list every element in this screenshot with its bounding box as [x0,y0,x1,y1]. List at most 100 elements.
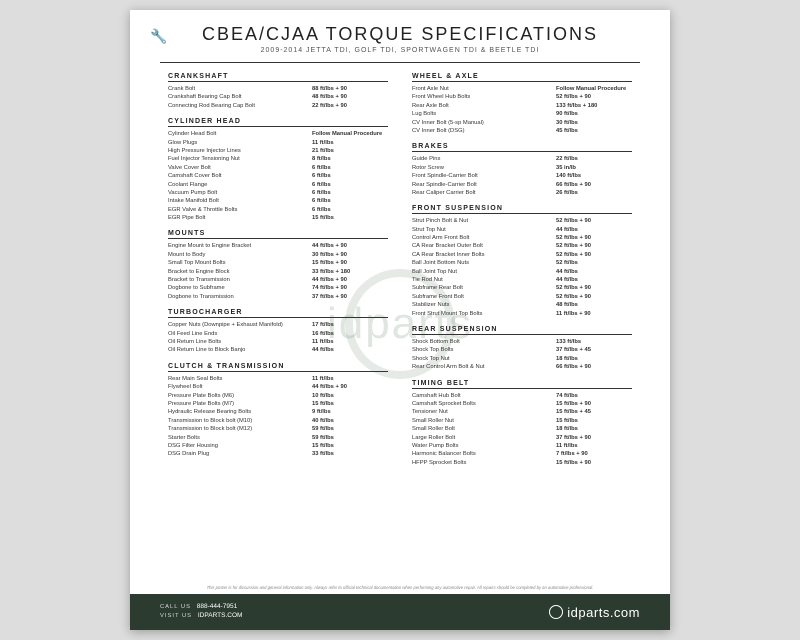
left-column: CRANKSHAFTCrank Bolt88 ft/lbs + 90Cranks… [168,73,388,581]
spec-value: 40 ft/lbs [312,417,388,425]
spec-value: 15 ft/lbs + 90 [556,400,632,408]
spec-label: Pressure Plate Bolts (M6) [168,392,312,400]
spec-value: 44 ft/lbs [312,346,388,354]
spec-label: Oil Feed Line Ends [168,330,312,338]
spec-label: Subframe Front Bolt [412,293,556,301]
spec-row: Water Pump Bolts11 ft/lbs [412,442,632,450]
spec-row: CA Rear Bracket Inner Bolts52 ft/lbs + 9… [412,251,632,259]
section-title: CRANKSHAFT [168,73,388,82]
spec-label: Copper Nuts (Downpipe + Exhaust Manifold… [168,321,312,329]
spec-value: 66 ft/lbs + 90 [556,363,632,371]
spec-row: Small Roller Nut15 ft/lbs [412,417,632,425]
spec-value: 26 ft/lbs [556,189,632,197]
spec-section: FRONT SUSPENSIONStrut Pinch Bolt & Nut52… [412,205,632,318]
spec-row: Lug Bolts90 ft/lbs [412,110,632,118]
spec-row: CV Inner Bolt (DSG)45 ft/lbs [412,127,632,135]
spec-row: EGR Valve & Throttle Bolts6 ft/lbs [168,206,388,214]
spec-section: TIMING BELTCamshaft Hub Bolt74 ft/lbsCam… [412,380,632,468]
spec-value: 133 ft/lbs [556,338,632,346]
spec-sheet-page: 🔧 CBEA/CJAA TORQUE SPECIFICATIONS 2009-2… [130,10,670,630]
spec-value: 15 ft/lbs + 90 [312,259,388,267]
spec-label: Rear Main Seal Bolts [168,375,312,383]
spec-value: 59 ft/lbs [312,425,388,433]
section-title: WHEEL & AXLE [412,73,632,82]
spec-value: 6 ft/lbs [312,206,388,214]
spec-row: Strut Top Nut44 ft/lbs [412,226,632,234]
spec-section: TURBOCHARGERCopper Nuts (Downpipe + Exha… [168,309,388,355]
spec-label: Front Axle Nut [412,85,556,93]
section-title: CLUTCH & TRANSMISSION [168,363,388,372]
spec-label: Fuel Injector Tensioning Nut [168,155,312,163]
spec-label: Starter Bolts [168,434,312,442]
spec-row: Subframe Rear Bolt52 ft/lbs + 90 [412,284,632,292]
spec-label: Subframe Rear Bolt [412,284,556,292]
spec-row: Transmission to Block bolt (M12)59 ft/lb… [168,425,388,433]
spec-value: 11 ft/lbs [312,338,388,346]
spec-label: Dogbone to Subframe [168,284,312,292]
spec-label: Glow Plugs [168,139,312,147]
spec-row: Bracket to Engine Block33 ft/lbs + 180 [168,268,388,276]
spec-row: Camshaft Sprocket Bolts15 ft/lbs + 90 [412,400,632,408]
spec-label: Camshaft Sprocket Bolts [412,400,556,408]
brand-text: idparts.com [567,605,640,620]
spec-row: Pressure Plate Bolts (M6)10 ft/lbs [168,392,388,400]
spec-value: 6 ft/lbs [312,197,388,205]
phone-number: 888-444-7951 [197,603,237,610]
spec-label: Rear Caliper Carrier Bolt [412,189,556,197]
spec-row: Flywheel Bolt44 ft/lbs + 90 [168,383,388,391]
spec-section: CLUTCH & TRANSMISSION Rear Main Seal Bolt… [168,363,388,459]
spec-row: Front Strut Mount Top Bolts11 ft/lbs + 9… [412,310,632,318]
spec-label: CA Rear Bracket Inner Bolts [412,251,556,259]
spec-label: Water Pump Bolts [412,442,556,450]
spec-label: Camshaft Hub Bolt [412,392,556,400]
spec-section: CYLINDER HEADCylinder Head BoltFollow Ma… [168,118,388,222]
spec-row: Tie Rod Nut44 ft/lbs [412,276,632,284]
spec-value: Follow Manual Procedure [556,85,632,93]
spec-value: 44 ft/lbs [556,226,632,234]
spec-label: Small Top Mount Bolts [168,259,312,267]
spec-value: 11 ft/lbs [312,139,388,147]
spec-label: Camshaft Cover Bolt [168,172,312,180]
spec-row: Vacuum Pump Bolt6 ft/lbs [168,189,388,197]
spec-row: Mount to Body30 ft/lbs + 90 [168,251,388,259]
spec-row: CV Inner Bolt (5-sp Manual)30 ft/lbs [412,119,632,127]
spec-label: Shock Bottom Bolt [412,338,556,346]
section-title: TIMING BELT [412,380,632,389]
header: 🔧 CBEA/CJAA TORQUE SPECIFICATIONS 2009-2… [160,10,640,63]
spec-section: WHEEL & AXLE Front Axle NutFollow Manual … [412,73,632,135]
spec-row: Bracket to Transmission44 ft/lbs + 90 [168,276,388,284]
footer: CALL US 888-444-7951 VISIT US IDPARTS.CO… [130,594,670,630]
spec-row: Tensioner Nut15 ft/lbs + 45 [412,408,632,416]
spec-label: Large Roller Bolt [412,434,556,442]
spec-label: Bracket to Engine Block [168,268,312,276]
spec-value: 35 in/lb [556,164,632,172]
spec-label: Front Spindle-Carrier Bolt [412,172,556,180]
spec-row: CA Rear Bracket Outer Bolt52 ft/lbs + 90 [412,242,632,250]
spec-row: Front Wheel Hub Bolts52 ft/lbs + 90 [412,93,632,101]
spec-value: 15 ft/lbs + 45 [556,408,632,416]
spec-value: 16 ft/lbs [312,330,388,338]
spec-row: Valve Cover Bolt6 ft/lbs [168,164,388,172]
spec-label: Ball Joint Bottom Nuts [412,259,556,267]
spec-row: Stabilizer Nuts48 ft/lbs [412,301,632,309]
spec-label: Oil Return Line to Block Banjo [168,346,312,354]
spec-value: 52 ft/lbs + 90 [556,293,632,301]
section-title: MOUNTS [168,230,388,239]
spec-row: Rear Main Seal Bolts11 ft/lbs [168,375,388,383]
spec-row: Hydraulic Release Bearing Bolts9 ft/lbs [168,408,388,416]
spec-row: EGR Pipe Bolt15 ft/lbs [168,214,388,222]
spec-label: Intake Manifold Bolt [168,197,312,205]
spec-row: Oil Return Line to Block Banjo44 ft/lbs [168,346,388,354]
spec-value: 6 ft/lbs [312,181,388,189]
spec-label: Front Strut Mount Top Bolts [412,310,556,318]
spec-row: Rear Axle Bolt133 ft/lbs + 180 [412,102,632,110]
spec-label: Transmission to Block bolt (M12) [168,425,312,433]
spec-value: 18 ft/lbs [556,425,632,433]
spec-section: MOUNTSEngine Mount to Engine Bracket44 f… [168,230,388,301]
spec-label: CV Inner Bolt (DSG) [412,127,556,135]
spec-value: 8 ft/lbs [312,155,388,163]
spec-label: Harmonic Balancer Bolts [412,450,556,458]
spec-section: CRANKSHAFTCrank Bolt88 ft/lbs + 90Cranks… [168,73,388,110]
spec-row: Control Arm Front Bolt52 ft/lbs + 90 [412,234,632,242]
brand-ring-icon [549,605,563,619]
